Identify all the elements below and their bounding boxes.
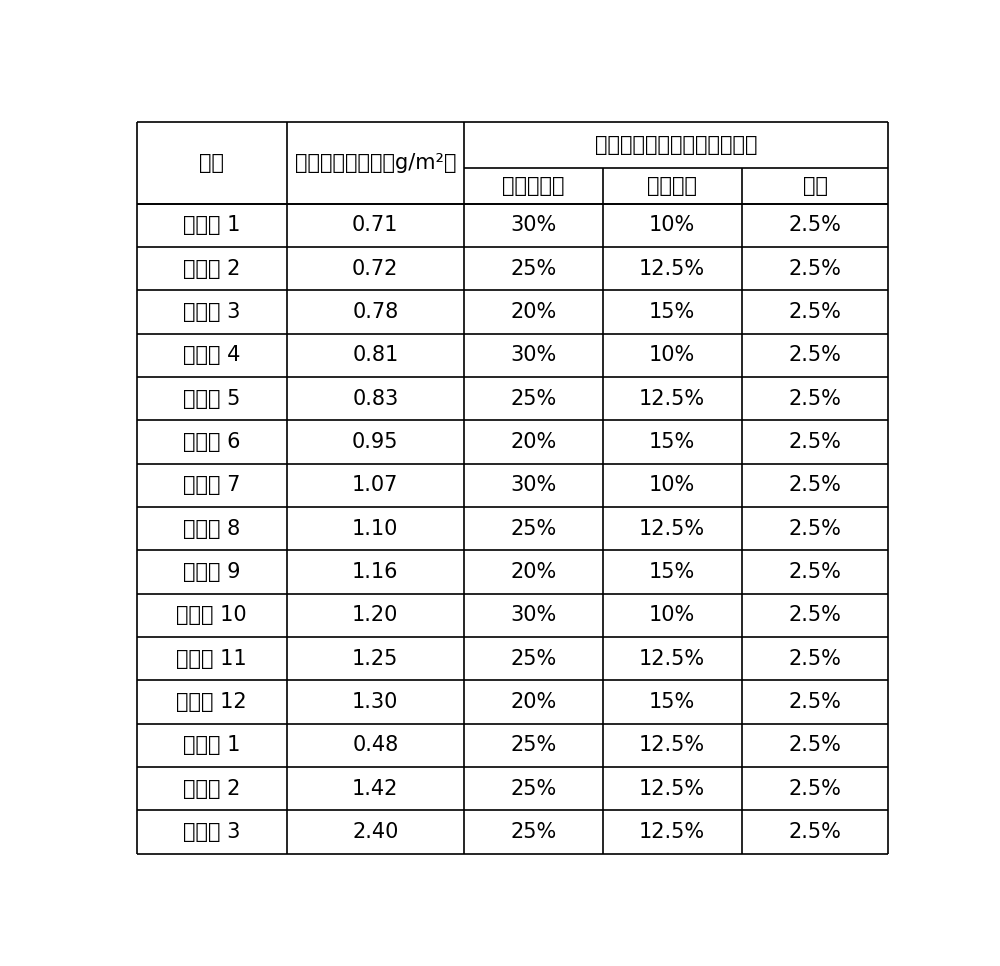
Text: 2.5%: 2.5% — [789, 259, 842, 279]
Text: 0.78: 0.78 — [352, 302, 398, 322]
Text: 10%: 10% — [649, 606, 695, 625]
Text: 25%: 25% — [510, 388, 556, 409]
Text: 20%: 20% — [510, 432, 556, 452]
Text: 2.5%: 2.5% — [789, 692, 842, 712]
Text: 2.5%: 2.5% — [789, 822, 842, 842]
Text: 实施例 8: 实施例 8 — [183, 519, 240, 539]
Text: 30%: 30% — [510, 215, 556, 236]
Text: 实施例 2: 实施例 2 — [183, 259, 240, 279]
Text: 0.72: 0.72 — [352, 259, 398, 279]
Text: 15%: 15% — [649, 432, 695, 452]
Text: 0.81: 0.81 — [352, 346, 398, 365]
Text: 2.5%: 2.5% — [789, 388, 842, 409]
Text: 2.5%: 2.5% — [789, 649, 842, 668]
Text: 对比例 3: 对比例 3 — [183, 822, 240, 842]
Text: 1.42: 1.42 — [352, 779, 398, 799]
Text: 实施例 4: 实施例 4 — [183, 346, 240, 365]
Text: 1.20: 1.20 — [352, 606, 398, 625]
Text: 0.48: 0.48 — [352, 735, 398, 755]
Text: 30%: 30% — [510, 346, 556, 365]
Text: 25%: 25% — [510, 779, 556, 799]
Text: 实施例 12: 实施例 12 — [176, 692, 247, 712]
Text: 1.25: 1.25 — [352, 649, 398, 668]
Text: 甘油: 甘油 — [803, 176, 828, 196]
Text: 12.5%: 12.5% — [639, 822, 705, 842]
Text: 15%: 15% — [649, 562, 695, 582]
Text: 涂层溶液组成（质量百分比）: 涂层溶液组成（质量百分比） — [595, 135, 757, 155]
Text: 1.30: 1.30 — [352, 692, 398, 712]
Text: 2.5%: 2.5% — [789, 606, 842, 625]
Text: 10%: 10% — [649, 346, 695, 365]
Text: 15%: 15% — [649, 302, 695, 322]
Text: 10%: 10% — [649, 475, 695, 496]
Text: 1.10: 1.10 — [352, 519, 398, 539]
Text: 2.40: 2.40 — [352, 822, 398, 842]
Text: 20%: 20% — [510, 692, 556, 712]
Text: 15%: 15% — [649, 692, 695, 712]
Text: 0.71: 0.71 — [352, 215, 398, 236]
Text: 30%: 30% — [510, 475, 556, 496]
Text: 2.5%: 2.5% — [789, 215, 842, 236]
Text: 对比例 2: 对比例 2 — [183, 779, 240, 799]
Text: 25%: 25% — [510, 519, 556, 539]
Text: 1.07: 1.07 — [352, 475, 398, 496]
Text: 实施例 7: 实施例 7 — [183, 475, 240, 496]
Text: 25%: 25% — [510, 649, 556, 668]
Text: 2.5%: 2.5% — [789, 346, 842, 365]
Text: 12.5%: 12.5% — [639, 649, 705, 668]
Text: 25%: 25% — [510, 735, 556, 755]
Text: 12.5%: 12.5% — [639, 388, 705, 409]
Text: 2.5%: 2.5% — [789, 779, 842, 799]
Text: 实施例 10: 实施例 10 — [176, 606, 247, 625]
Text: 12.5%: 12.5% — [639, 519, 705, 539]
Text: 2.5%: 2.5% — [789, 562, 842, 582]
Text: 对比例 1: 对比例 1 — [183, 735, 240, 755]
Text: 0.95: 0.95 — [352, 432, 399, 452]
Text: 12.5%: 12.5% — [639, 779, 705, 799]
Text: 涂层每面涂覆量（g/m²）: 涂层每面涂覆量（g/m²） — [295, 153, 456, 173]
Text: 2.5%: 2.5% — [789, 735, 842, 755]
Text: 编号: 编号 — [199, 153, 224, 173]
Text: 10%: 10% — [649, 215, 695, 236]
Text: 20%: 20% — [510, 562, 556, 582]
Text: 实施例 6: 实施例 6 — [183, 432, 241, 452]
Text: 实施例 1: 实施例 1 — [183, 215, 240, 236]
Text: 2.5%: 2.5% — [789, 475, 842, 496]
Text: 实施例 11: 实施例 11 — [176, 649, 247, 668]
Text: 磷酸二氢铝: 磷酸二氢铝 — [502, 176, 564, 196]
Text: 30%: 30% — [510, 606, 556, 625]
Text: 1.16: 1.16 — [352, 562, 399, 582]
Text: 0.83: 0.83 — [352, 388, 398, 409]
Text: 2.5%: 2.5% — [789, 519, 842, 539]
Text: 2.5%: 2.5% — [789, 432, 842, 452]
Text: 25%: 25% — [510, 822, 556, 842]
Text: 实施例 3: 实施例 3 — [183, 302, 240, 322]
Text: 苯丙乳液: 苯丙乳液 — [647, 176, 697, 196]
Text: 25%: 25% — [510, 259, 556, 279]
Text: 实施例 9: 实施例 9 — [183, 562, 241, 582]
Text: 2.5%: 2.5% — [789, 302, 842, 322]
Text: 12.5%: 12.5% — [639, 259, 705, 279]
Text: 实施例 5: 实施例 5 — [183, 388, 240, 409]
Text: 20%: 20% — [510, 302, 556, 322]
Text: 12.5%: 12.5% — [639, 735, 705, 755]
